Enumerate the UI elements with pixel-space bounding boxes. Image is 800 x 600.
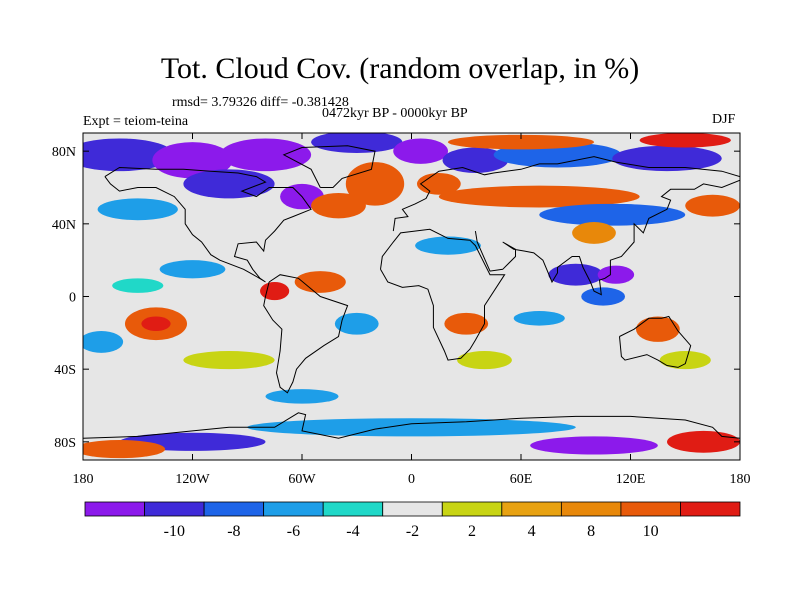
anomaly-region	[247, 418, 576, 437]
lat-tick-label: 80N	[52, 145, 76, 160]
colorbar-swatch	[144, 501, 205, 517]
colorbar-swatch	[84, 501, 145, 517]
anomaly-region	[334, 312, 379, 335]
anomaly-region	[639, 133, 731, 148]
anomaly-region	[97, 198, 178, 221]
anomaly-region	[294, 271, 346, 293]
colorbar-label: 8	[587, 523, 595, 540]
colorbar-swatch	[620, 501, 681, 517]
lon-axis: 180 120W 60W 0 60E 120E 180	[73, 133, 751, 487]
anomaly-region	[581, 287, 626, 306]
anomaly-region	[311, 133, 403, 153]
lat-axis: 80N 40N 0 40S 80S	[52, 145, 740, 451]
colorbar: -10 -8 -6 -4 -2 2 4 8 10	[84, 501, 741, 540]
lon-tick-label: 120E	[616, 472, 646, 487]
colorbar-swatch	[382, 501, 443, 517]
anomaly-region	[612, 145, 722, 172]
season-label: DJF	[712, 112, 736, 127]
anomaly-region	[572, 222, 616, 244]
anomaly-region	[159, 260, 226, 279]
cloud-cover-field	[83, 133, 740, 460]
colorbar-swatch	[560, 501, 622, 517]
anomaly-region	[448, 134, 594, 150]
colorbar-swatch	[203, 501, 265, 517]
anomaly-region	[635, 316, 680, 342]
colorbar-label: 2	[468, 523, 476, 540]
coast-north-america	[104, 166, 312, 283]
coast-eurasia-north	[392, 156, 740, 232]
anomaly-region	[685, 194, 740, 217]
stats-line: rmsd= 3.79326 diff= -0.381428	[172, 95, 349, 110]
experiment-label: Expt = teiom-teina	[83, 114, 189, 129]
anomaly-region	[539, 203, 686, 226]
anomaly-region	[83, 440, 166, 459]
neutral-field	[83, 133, 740, 460]
anomaly-region	[265, 389, 339, 404]
lat-tick-label: 80S	[54, 436, 76, 451]
colorbar-label: -6	[287, 523, 300, 540]
anomaly-region	[415, 236, 481, 255]
colorbar-label: -10	[164, 523, 185, 540]
anomaly-region	[438, 185, 640, 208]
colorbar-label: 4	[528, 523, 536, 540]
anomaly-region	[659, 351, 711, 370]
colorbar-swatch	[441, 501, 503, 517]
coast-antarctica	[83, 412, 740, 439]
anomaly-region	[311, 192, 366, 219]
anomaly-region	[141, 316, 171, 332]
anomaly-region	[83, 331, 124, 353]
colorbar-label: 10	[643, 523, 659, 540]
colorbar-swatch	[680, 501, 741, 517]
lon-tick-label: 60E	[510, 472, 533, 487]
period-label: 0472kyr BP - 0000kyr BP	[322, 106, 468, 121]
lat-tick-label: 40S	[54, 363, 76, 378]
coast-australia	[619, 315, 692, 368]
coastlines	[83, 145, 740, 439]
coast-greenland	[282, 145, 376, 188]
colorbar-label: -8	[227, 523, 240, 540]
colorbar-swatch	[322, 501, 384, 517]
colorbar-label: -4	[346, 523, 359, 540]
colorbar-label: -2	[406, 523, 419, 540]
anomaly-region	[530, 436, 658, 455]
anomaly-region	[83, 138, 175, 172]
coast-asia-south	[474, 179, 740, 296]
lat-tick-label: 0	[69, 291, 76, 306]
anomaly-region	[260, 281, 290, 301]
coast-south-america	[263, 274, 349, 394]
anomaly-region	[112, 278, 164, 293]
lon-tick-label: 180	[730, 472, 751, 487]
anomaly-region	[444, 312, 489, 335]
anomaly-region	[393, 138, 448, 164]
lon-tick-label: 60W	[288, 472, 316, 487]
lon-tick-label: 120W	[175, 472, 210, 487]
coast-africa-eurasia	[380, 228, 506, 361]
lon-tick-label: 0	[408, 472, 415, 487]
anomaly-region	[457, 351, 512, 370]
colorbar-swatch	[263, 501, 324, 517]
anomaly-region	[597, 265, 635, 284]
anomaly-region	[183, 169, 275, 199]
lat-tick-label: 40N	[52, 218, 76, 233]
colorbar-swatch	[501, 501, 562, 517]
anomaly-region	[219, 138, 312, 172]
anomaly-region	[442, 147, 509, 173]
anomaly-region	[667, 430, 740, 453]
anomaly-region	[513, 311, 565, 326]
anomaly-region	[183, 351, 275, 370]
lon-tick-label: 180	[73, 472, 94, 487]
plot-title: Tot. Cloud Cov. (random overlap, in %)	[160, 52, 640, 85]
